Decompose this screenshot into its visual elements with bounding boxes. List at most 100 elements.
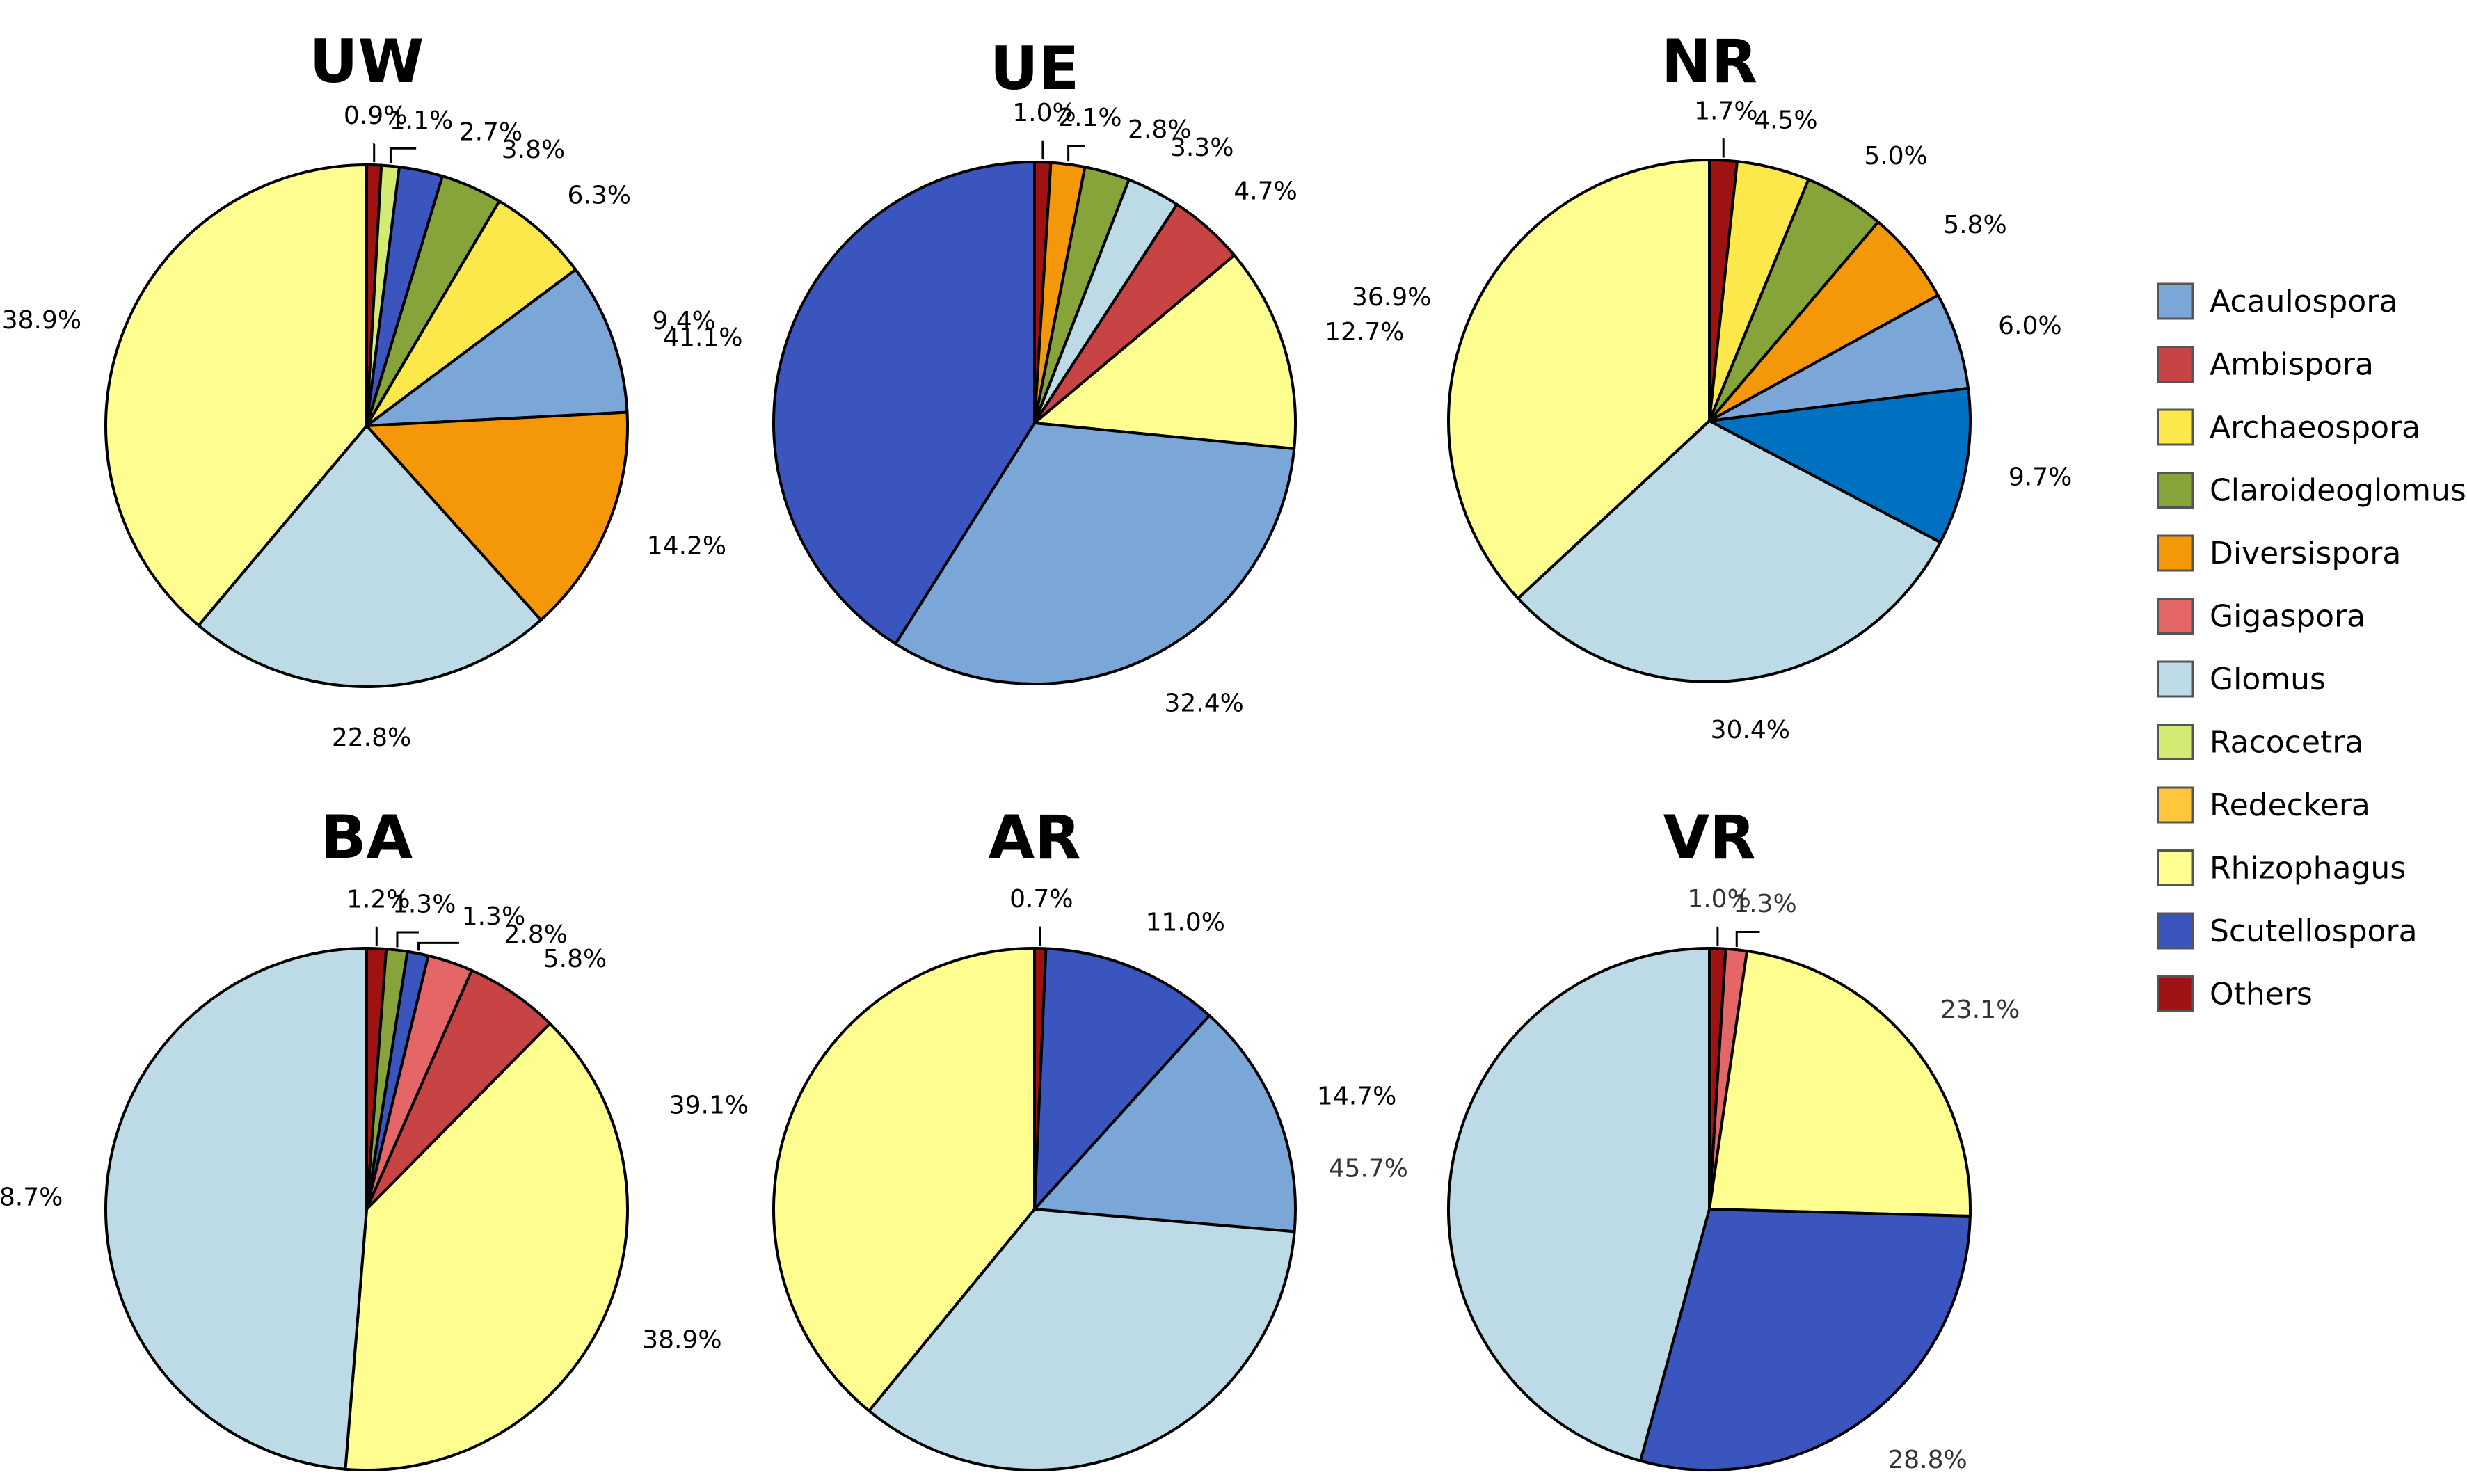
legend-swatch [2157, 724, 2194, 760]
slice-label-scutellospora: 41.1% [663, 324, 742, 352]
slice-label-gigaspora: 2.8% [504, 920, 568, 949]
pie-slice-glomus [868, 1208, 1296, 1471]
legend-item-archaeospora: Archaeospora [2157, 408, 2420, 446]
pie-nr: NR1.7%4.5% 5.0% 5.8% 6.0% 9.7% 30.4% 36.9% [1352, 27, 2072, 744]
leader-line [389, 147, 417, 163]
pie-slice-acaulospora [1708, 294, 1970, 422]
pie-slice-rhizophagus [104, 163, 368, 627]
pie-slice-ambispora [365, 968, 552, 1211]
slice-label-rhizophagus: 38.9% [642, 1326, 721, 1355]
leader-line [1067, 145, 1085, 162]
legend-label: Others [2210, 977, 2313, 1012]
slice-label-glomus: 30.4% [1711, 716, 1790, 744]
slice-label-archaeospora: 6.3% [568, 181, 631, 209]
slice-label-others: 1.0% [1012, 99, 1076, 127]
slice-label-glomus: 45.7% [1329, 1154, 1408, 1183]
slice-label-glomus: 3.3% [1170, 134, 1234, 162]
slice-label-acaulospora: 9.4% [652, 307, 715, 335]
pie-slice-glomus [104, 947, 368, 1471]
legend-label: Glomus [2210, 662, 2326, 697]
slice-label-rhizophagus: 36.9% [1352, 283, 1431, 312]
legend: Acaulospora Ambispora Archaeospora Claroide… [2157, 282, 2466, 1012]
legend-label: Claroideoglomus [2210, 473, 2466, 509]
pie-slice-acaulospora [894, 422, 1296, 685]
slice-label-diversispora: 2.1% [1058, 104, 1121, 132]
slice-label-scutellospora: 2.7% [459, 118, 522, 146]
legend-item-acaulospora: Acaulospora [2157, 282, 2397, 320]
legend-label: Gigaspora [2210, 599, 2365, 635]
pie-uw: UW 0.9%1.1% 2.7%3.8%6.3% 9.4% 14.2% 22.8% 38.9… [2, 27, 726, 752]
slice-label-scutellospora: 11.0% [1146, 908, 1225, 936]
slice-label-scutellospora: 1.3% [462, 902, 525, 931]
leader-line [396, 931, 419, 948]
slice-label-rhizophagus: 12.7% [1325, 318, 1404, 346]
pie-slice-scutellospora [1638, 1208, 1972, 1471]
slice-label-archaeospora: 4.5% [1754, 106, 1817, 135]
leader-line [375, 926, 378, 946]
slice-label-ambispora: 4.7% [1234, 177, 1297, 205]
legend-swatch [2157, 598, 2194, 635]
legend-label: Ambispora [2210, 347, 2374, 383]
pie-title: AR [989, 803, 1081, 872]
legend-label: Archaeospora [2210, 410, 2420, 445]
legend-item-others: Others [2157, 975, 2313, 1012]
pie-ar: AR0.7%11.0%14.7%34.6%39.1% [669, 803, 1397, 1484]
slice-label-rhizophagus: 23.1% [1940, 996, 2020, 1024]
pie-slice-scutellospora-dark [1708, 387, 1972, 544]
slice-label-scutellospora: 28.8% [1887, 1446, 1967, 1474]
slice-label-ambispora: 5.8% [543, 945, 607, 973]
legend-item-rhizophagus: Rhizophagus [2157, 849, 2406, 886]
legend-item-scutellospora: Scutellospora [2157, 912, 2418, 950]
legend-swatch [2157, 346, 2194, 383]
legend-label: Rhizophagus [2210, 851, 2406, 886]
legend-swatch [2157, 912, 2194, 950]
pie-ba: BA1.2%1.3%1.3%2.8%5.8%38.9%48.7% [0, 803, 722, 1471]
pie-title: UW [310, 27, 424, 97]
slice-label-acaulospora: 6.0% [1998, 312, 2061, 340]
pie-slice-archaeospora [365, 200, 577, 427]
legend-swatch [2157, 975, 2194, 1012]
slice-label-rhizophagus: 39.1% [669, 1091, 749, 1119]
pie-slice-glomus [1517, 420, 1942, 683]
legend-item-glomus: Glomus [2157, 660, 2326, 698]
legend-swatch [2157, 282, 2194, 320]
pie-slice-glomus [197, 424, 543, 688]
pie-slice-acaulospora [1033, 1014, 1297, 1234]
pie-slice-rhizophagus [772, 947, 1036, 1412]
leader-line [1735, 931, 1760, 948]
pie-title: BA [321, 803, 413, 872]
pie-title: NR [1661, 27, 1757, 97]
legend-item-claroideoglomus: Claroideoglomus [2157, 472, 2466, 509]
pie-slice-rhizophagus [344, 1022, 629, 1471]
slice-label-racocetra: 1.1% [390, 106, 453, 135]
legend-label: Scutellospora [2210, 913, 2418, 949]
pie-slice-rhizophagus [1447, 159, 1711, 600]
legend-swatch [2157, 786, 2194, 824]
slice-label-glomus: 48.7% [0, 1183, 63, 1212]
slice-label-others: 0.7% [1009, 885, 1073, 913]
pie-slice-diversispora [1708, 221, 1940, 422]
pie-title: VR [1663, 803, 1756, 872]
legend-item-gigaspora: Gigaspora [2157, 598, 2365, 635]
slice-label-acaulospora: 32.4% [1164, 689, 1243, 718]
pie-title: UE [990, 34, 1080, 104]
legend-item-ambispora: Ambispora [2157, 346, 2374, 383]
slice-label-others: 1.7% [1694, 97, 1757, 126]
slice-label-gigaspora: 1.3% [1733, 890, 1796, 918]
slice-label-others: 1.2% [346, 885, 410, 913]
legend-swatch [2157, 660, 2194, 698]
pie-slice-acaulospora [365, 268, 629, 427]
legend-item-racocetra: Racocetra [2157, 724, 2363, 760]
pie-slice-glomus [1447, 947, 1711, 1462]
slice-label-diversispora: 14.2% [647, 532, 726, 561]
legend-item-diversispora: Diversispora [2157, 534, 2401, 572]
slice-label-claroideoglomus: 5.0% [1864, 142, 1927, 170]
legend-label: Redeckera [2210, 788, 2370, 823]
pie-charts: UW 0.9%1.1% 2.7%3.8%6.3% 9.4% 14.2% 22.8% 38.9… [0, 27, 2072, 1484]
legend-label: Acaulospora [2210, 284, 2397, 319]
leader-line [1041, 140, 1044, 160]
slice-label-others: 1.0% [1687, 885, 1750, 913]
legend-swatch [2157, 849, 2194, 886]
